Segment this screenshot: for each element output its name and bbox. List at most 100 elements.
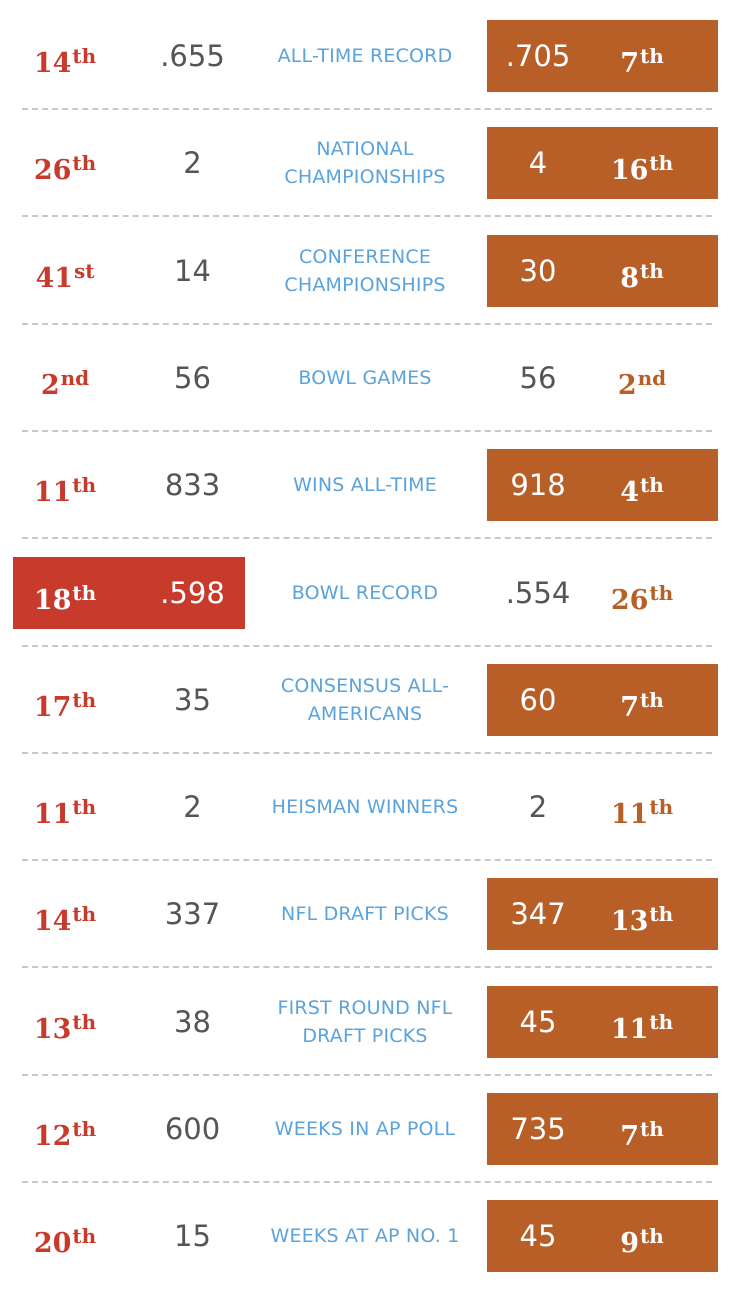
table-row: 26th 2 NATIONAL CHAMPIONSHIPS 4 16th: [0, 127, 739, 234]
left-rank-suffix: th: [72, 44, 97, 68]
row-divider: [22, 1181, 712, 1183]
right-rank: 4th: [582, 449, 702, 521]
right-value: 918: [510, 468, 566, 503]
table-row: 17th 35 CONSENSUS ALL- AMERICANS 60 7th: [0, 663, 739, 771]
category-label: NFL DRAFT PICKS: [281, 903, 449, 926]
left-value: .655: [160, 39, 225, 73]
category-label: BOWL GAMES: [298, 366, 432, 389]
left-rank: 18th: [0, 557, 130, 629]
right-rank-suffix: th: [649, 151, 674, 176]
left-rank: 12th: [0, 1093, 130, 1165]
row-divider: [22, 751, 712, 754]
right-rank: 11th: [582, 986, 702, 1058]
left-rank: 11th: [0, 771, 130, 843]
table-row: 11th 833 WINS ALL-TIME 918 4th: [0, 449, 739, 556]
table-row: 12th 600 WEEKS IN AP POLL 735 7th: [0, 1093, 739, 1200]
table-row: 18th .598 BOWL RECORD .554 26th: [0, 556, 739, 664]
left-highlight-box: [13, 556, 245, 629]
left-value: 35: [174, 682, 211, 717]
right-rank-suffix: th: [640, 44, 664, 68]
category-label: CONSENSUS ALL- AMERICANS: [280, 674, 450, 725]
right-highlight-box: [487, 985, 718, 1058]
right-value: 45: [519, 1004, 557, 1039]
left-value: 56: [174, 360, 211, 395]
right-rank: 7th: [582, 20, 702, 92]
right-highlight-box: [487, 1200, 718, 1273]
row-divider: [22, 859, 712, 862]
left-value: 15: [174, 1219, 211, 1254]
left-value: 600: [164, 1112, 221, 1146]
table-row: 20th 15 WEEKS AT AP NO. 1 45 9th: [0, 1200, 739, 1307]
table-row: 14th 337 NFL DRAFT PICKS 347 13th: [0, 878, 739, 985]
right-rank-suffix: th: [640, 258, 664, 283]
row-divider: [22, 537, 712, 540]
left-rank: 2nd: [0, 342, 130, 414]
right-rank-number: 16: [610, 155, 649, 187]
right-highlight-box: [487, 449, 718, 522]
category-label: WINS ALL-TIME: [293, 474, 437, 497]
left-value: 833: [164, 468, 221, 503]
table-row: 13th 38 FIRST ROUND NFL DRAFT PICKS 45 11th: [0, 985, 739, 1093]
right-highlight-box: [487, 127, 718, 200]
left-rank-suffix: th: [72, 1224, 97, 1249]
left-value: 337: [164, 897, 221, 932]
table-row: 2nd 56 BOWL GAMES 56 2nd: [0, 342, 739, 449]
right-rank-number: 2: [617, 369, 637, 401]
left-rank-number: 14: [33, 906, 72, 938]
left-rank-number: 20: [33, 1228, 72, 1260]
right-rank: 11th: [582, 771, 702, 843]
left-rank-number: 13: [33, 1013, 72, 1045]
row-divider: [22, 966, 712, 969]
left-rank-suffix: nd: [60, 365, 90, 390]
right-rank: 2nd: [582, 342, 702, 414]
right-rank: 8th: [582, 235, 702, 307]
right-rank-suffix: th: [649, 902, 674, 927]
left-rank-number: 11: [33, 799, 72, 831]
right-rank: 13th: [582, 878, 702, 950]
category-label: HEISMAN WINNERS: [271, 796, 459, 819]
left-rank-suffix: th: [72, 473, 97, 498]
right-value: 45: [519, 1219, 557, 1254]
right-rank: 7th: [582, 664, 702, 736]
category-label: ALL-TIME RECORD: [277, 45, 453, 67]
left-rank-suffix: th: [72, 580, 97, 605]
row-divider: [22, 644, 712, 647]
right-rank: 7th: [582, 1093, 702, 1165]
right-rank-number: 9: [620, 1228, 639, 1260]
right-value: 30: [519, 253, 557, 288]
right-rank-number: 4: [620, 477, 639, 509]
left-rank-number: 18: [33, 584, 72, 616]
right-highlight-box: [487, 878, 718, 951]
left-rank: 26th: [0, 127, 130, 199]
right-rank-suffix: nd: [637, 365, 667, 390]
right-rank-suffix: th: [640, 1224, 664, 1249]
left-rank: 11th: [0, 449, 130, 521]
left-rank: 14th: [0, 878, 130, 950]
right-value: 56: [519, 360, 557, 395]
right-rank-number: 7: [620, 691, 639, 723]
right-highlight-box: [487, 1093, 718, 1165]
left-rank-suffix: th: [72, 687, 97, 712]
left-rank-suffix: th: [72, 151, 97, 176]
right-rank-suffix: th: [649, 1009, 674, 1034]
table-row: 11th 2 HEISMAN WINNERS 2 11th: [0, 771, 739, 878]
right-rank-number: 11: [610, 799, 649, 831]
comparison-table: 14th .655 ALL-TIME RECORD .705 7th 26th 2 NATIO…: [0, 20, 739, 1273]
left-value: 2: [183, 790, 202, 825]
left-rank-number: 2: [40, 369, 60, 401]
right-highlight-box: [487, 663, 718, 736]
left-rank: 20th: [0, 1200, 130, 1272]
row-divider: [22, 322, 712, 325]
left-rank-suffix: th: [72, 1009, 97, 1034]
row-divider: [22, 429, 712, 432]
right-highlight-box: [487, 234, 718, 307]
category-label: WEEKS IN AP POLL: [274, 1118, 456, 1140]
left-rank-number: 11: [33, 477, 72, 509]
left-rank-number: 41: [35, 262, 74, 294]
right-rank-suffix: th: [640, 1117, 664, 1141]
right-rank-number: 7: [620, 1121, 639, 1152]
left-rank-number: 14: [33, 48, 72, 79]
category-label: FIRST ROUND NFL DRAFT PICKS: [277, 996, 453, 1047]
left-rank-suffix: th: [72, 1117, 97, 1141]
left-rank-suffix: st: [74, 258, 95, 283]
